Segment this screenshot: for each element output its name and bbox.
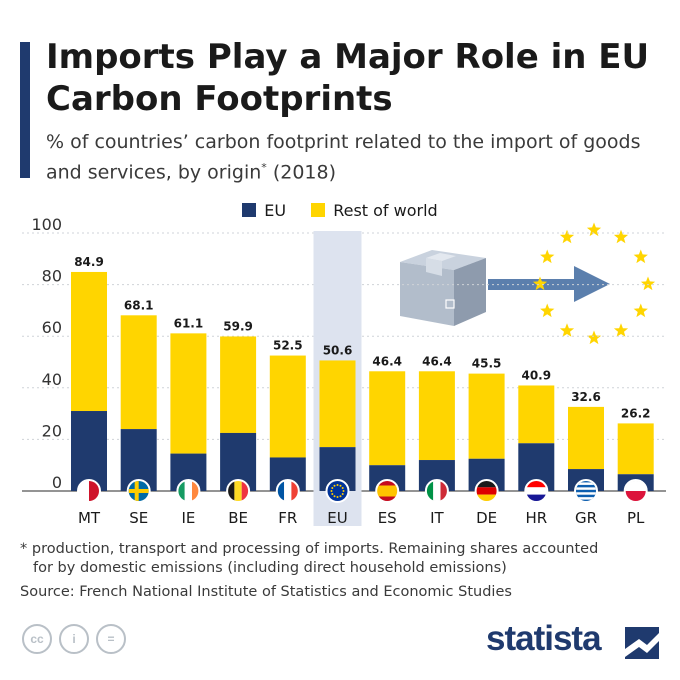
y-tick-label: 100: [31, 215, 62, 234]
bar-rest-of-world-DE: [468, 373, 505, 459]
title-accent-bar: [20, 42, 30, 178]
import-illustration: [400, 222, 656, 345]
eu-star-icon: [559, 323, 575, 337]
flag-fill-IT: [426, 481, 447, 501]
eu-star-icon: [540, 303, 555, 318]
y-tick-label: 80: [42, 267, 62, 286]
x-tick-label: EU: [327, 509, 347, 527]
bar-total-label: 46.4: [422, 354, 452, 368]
bar-total-label: 26.2: [621, 406, 651, 420]
statista-logo[interactable]: statista: [486, 619, 602, 658]
bar-total-label: 68.1: [124, 298, 154, 312]
bar-total-label: 50.6: [323, 343, 353, 357]
x-tick-label: BE: [228, 509, 248, 527]
bar-rest-of-world-EU: [319, 360, 356, 448]
footnote-line-1: * production, transport and processing o…: [20, 541, 599, 557]
bar-total-label: 84.9: [74, 255, 104, 269]
flag-fill-PL: [625, 481, 646, 501]
bar-rest-of-world-IT: [418, 371, 455, 461]
legend-item-eu: EU: [242, 201, 286, 220]
bar-rest-of-world-IE: [170, 333, 207, 454]
x-tick-label: SE: [129, 509, 148, 527]
eu-star-icon: [532, 276, 548, 291]
attribution-icon[interactable]: i: [59, 624, 89, 654]
eu-star-icon: [586, 222, 602, 237]
eu-star-icon: [586, 330, 602, 345]
subtitle-text: % of countries’ carbon footprint related…: [46, 131, 641, 184]
subtitle-footnote-marker: *: [261, 161, 267, 174]
bar-eu-MT: [71, 411, 107, 491]
flag-fill-SE: [128, 481, 149, 501]
legend-label-eu: EU: [264, 201, 287, 220]
import-arrow-icon: [488, 266, 610, 302]
bar-rest-of-world-FR: [269, 355, 306, 458]
bar-total-label: 52.5: [273, 339, 303, 353]
statista-logo-icon: [625, 627, 659, 659]
bar-total-label: 32.6: [571, 390, 601, 404]
flag-fill-HR: [526, 481, 547, 501]
eu-star-icon: [559, 229, 575, 244]
bar-rest-of-world-PL: [617, 423, 654, 475]
subtitle-year: (2018): [272, 161, 336, 184]
x-tick-label: PL: [627, 509, 645, 527]
y-tick-label: 40: [42, 370, 62, 389]
stacked-bar-chart: 0 20 40 60 80 100 84.9 68.1 61.1 59.9 52.5 50.6 46.…: [22, 215, 666, 527]
flag-fill-BE: [228, 481, 249, 501]
eu-star-icon: [613, 229, 629, 244]
legend-item-rest-of-world: Rest of world: [311, 201, 438, 220]
x-tick-label: HR: [525, 509, 547, 527]
bar-rest-of-world-MT: [71, 271, 107, 412]
no-derivatives-icon[interactable]: =: [96, 624, 126, 654]
y-tick-label: 0: [52, 473, 62, 492]
bar-total-label: 46.4: [372, 354, 402, 368]
y-axis-ticks: 0 20 40 60 80 100: [31, 215, 62, 492]
bar-total-label: 59.9: [223, 319, 253, 333]
footnote-line-2: for by domestic emissions (including dir…: [33, 560, 507, 576]
flag-fill-FR: [277, 481, 298, 501]
eu-star-icon: [613, 323, 629, 337]
x-tick-label: FR: [278, 509, 297, 527]
flag-fill-DE: [476, 481, 497, 501]
x-tick-label: IE: [181, 509, 195, 527]
bar-rest-of-world-HR: [518, 385, 555, 444]
legend-label-rest-of-world: Rest of world: [333, 201, 438, 220]
y-tick-label: 60: [42, 318, 62, 337]
legend-swatch-eu: [242, 203, 257, 217]
bar-rest-of-world-GR: [568, 406, 604, 470]
x-tick-label: MT: [78, 509, 101, 527]
footnote: * production, transport and processing o…: [20, 540, 660, 578]
eu-stars-ring: [532, 222, 656, 345]
x-tick-label: GR: [575, 509, 597, 527]
license-icons: cc i =: [22, 624, 133, 654]
flag-fill-MT: [79, 481, 99, 501]
bar-rest-of-world-BE: [220, 336, 257, 433]
eu-star-icon: [633, 249, 648, 264]
bar-rest-of-world-ES: [369, 371, 406, 466]
bar-total-label: 40.9: [521, 368, 551, 382]
x-tick-label: IT: [430, 509, 444, 527]
legend: EU Rest of world: [0, 200, 680, 220]
bar-rest-of-world-SE: [120, 315, 157, 430]
legend-swatch-rest-of-world: [311, 203, 326, 217]
bar-total-label: 61.1: [174, 316, 204, 330]
eu-star-icon: [633, 303, 648, 318]
flag-fill-IE: [178, 481, 199, 501]
bars: 84.9 68.1 61.1 59.9 52.5 50.6 46.4 46.4 45.5 40.9…: [71, 231, 654, 526]
creative-commons-icon[interactable]: cc: [22, 624, 52, 654]
x-tick-label: ES: [378, 509, 397, 527]
bar-total-label: 45.5: [472, 357, 502, 371]
source: Source: French National Institute of Sta…: [20, 584, 512, 600]
flag-fill-ES: [377, 481, 398, 501]
chart-title: Imports Play a Major Role in EU Carbon F…: [46, 37, 650, 119]
y-tick-label: 20: [42, 421, 62, 440]
chart-subtitle: % of countries’ carbon footprint related…: [46, 130, 666, 185]
flags: MT SE IE BE FR EU ES IT DE HR GR PL: [77, 479, 648, 527]
x-tick-label: DE: [476, 509, 497, 527]
flag-fill-GR: [576, 481, 596, 501]
flag-fill-EU: [327, 481, 348, 501]
eu-star-icon: [640, 276, 656, 291]
eu-star-icon: [540, 249, 555, 264]
package-box-icon: [400, 250, 486, 326]
